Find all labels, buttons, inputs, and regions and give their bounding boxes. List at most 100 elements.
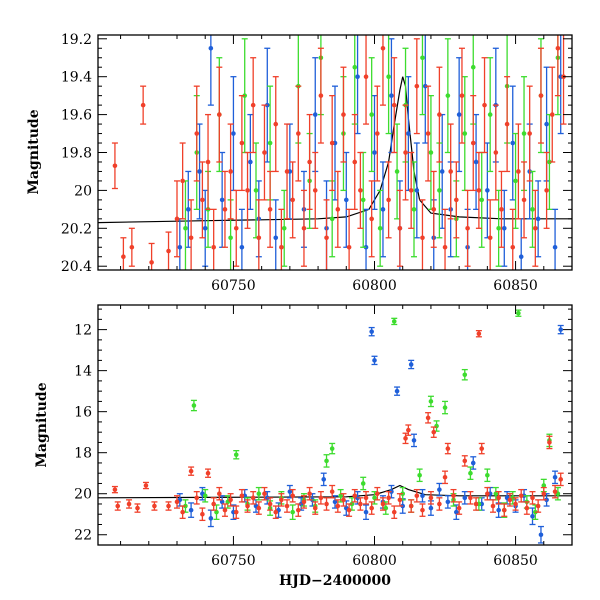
blue-marker (219, 197, 225, 203)
red-point (306, 486, 313, 501)
red-marker (431, 207, 437, 212)
red-point (413, 38, 420, 135)
red-point (396, 189, 403, 267)
red-point (300, 495, 307, 509)
red-marker (485, 491, 490, 497)
green-point (213, 504, 220, 521)
red-marker (329, 140, 335, 146)
red-marker (324, 501, 329, 507)
red-marker (408, 503, 414, 509)
red-marker (527, 131, 532, 136)
red-point (174, 495, 180, 509)
bottom-ylabel: Magnitude (34, 382, 50, 467)
red-point (537, 47, 544, 144)
blue-point (509, 85, 516, 201)
red-point (518, 488, 525, 503)
blue-marker (231, 131, 236, 136)
red-point (487, 199, 494, 270)
red-marker (312, 505, 318, 511)
red-point (306, 113, 313, 211)
red-point (295, 503, 302, 517)
blue-marker (394, 388, 400, 394)
blue-marker (445, 499, 451, 505)
red-point (495, 491, 502, 505)
blue-point (484, 142, 491, 239)
green-marker (411, 207, 417, 212)
green-marker (391, 319, 397, 324)
red-marker (301, 226, 307, 231)
red-marker (456, 505, 462, 511)
red-point (461, 455, 468, 467)
red-point (515, 123, 522, 220)
red-point (128, 227, 135, 267)
red-point (188, 199, 195, 270)
red-marker (442, 244, 448, 250)
green-marker (324, 458, 329, 464)
red-marker (194, 131, 200, 136)
red-point (267, 170, 274, 248)
red-marker (279, 497, 284, 503)
red-marker (541, 491, 547, 497)
blue-marker (188, 507, 194, 513)
green-point (461, 76, 468, 192)
red-marker (510, 244, 516, 250)
green-point (391, 317, 398, 326)
red-point (532, 189, 539, 267)
red-point (436, 66, 443, 163)
red-marker (507, 497, 513, 503)
blue-marker (544, 121, 549, 127)
blue-point (537, 525, 544, 544)
red-marker (442, 475, 448, 480)
red-marker (375, 131, 380, 136)
green-point (385, 35, 392, 135)
red-marker (233, 226, 239, 231)
red-point (467, 491, 474, 505)
red-point (521, 161, 528, 239)
top-ylabel: Magnitude (26, 109, 42, 194)
green-point (515, 309, 522, 317)
red-marker (406, 427, 411, 433)
red-point (261, 486, 268, 501)
red-marker (149, 260, 154, 265)
red-point (148, 242, 155, 270)
red-point (289, 161, 296, 239)
top-panel: Magnitude 60750 60800 60850 19.2 19.4 19.6 19.… (26, 32, 573, 294)
red-marker (431, 429, 437, 435)
red-marker (250, 102, 256, 108)
blue-point (473, 113, 480, 211)
model-curve (98, 76, 572, 224)
red-marker (233, 509, 239, 515)
red-marker (375, 491, 380, 497)
green-point (233, 449, 240, 460)
blue-marker (355, 74, 360, 79)
blue-marker (372, 150, 377, 155)
red-point (540, 486, 547, 501)
red-marker (180, 178, 185, 184)
green-marker (329, 216, 335, 222)
red-point (312, 501, 319, 515)
green-marker (496, 226, 501, 231)
green-marker (377, 226, 383, 231)
green-point (512, 132, 519, 229)
red-point (543, 151, 550, 229)
blue-point (185, 170, 192, 248)
green-point (484, 468, 491, 483)
blue-marker (518, 254, 524, 260)
x-tick-label: 60750 (211, 278, 256, 294)
red-point (442, 208, 449, 270)
red-point (391, 505, 398, 519)
red-marker (397, 226, 403, 231)
red-point (261, 104, 268, 201)
blue-marker (380, 207, 386, 212)
red-marker (403, 150, 408, 155)
red-marker (518, 493, 524, 499)
red-marker (307, 491, 312, 497)
red-marker (129, 244, 135, 250)
red-point (546, 435, 553, 450)
red-marker (126, 501, 132, 507)
red-point (179, 142, 186, 220)
red-point (295, 85, 302, 182)
red-marker (267, 207, 273, 212)
red-marker (318, 495, 324, 501)
